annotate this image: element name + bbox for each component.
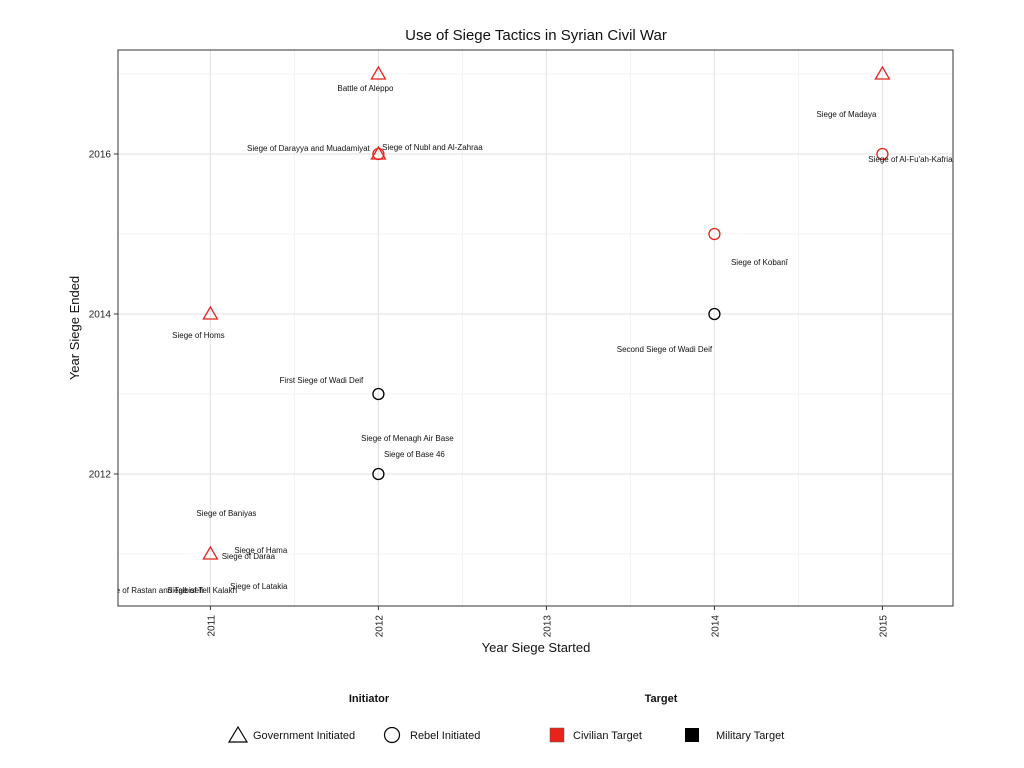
legend-circle-icon bbox=[383, 726, 401, 744]
circle-point bbox=[372, 467, 385, 481]
legend-military-swatch bbox=[685, 728, 699, 742]
point-label: Siege of Tell Kalakh bbox=[167, 586, 237, 595]
circle-point bbox=[708, 227, 721, 241]
axis-ticks: 2011 2012 2013 2014 2015 2012 2014 2016 bbox=[89, 150, 890, 638]
point-label: Siege of Baniyas bbox=[196, 509, 256, 518]
legend-label-government: Government Initiated bbox=[253, 730, 355, 742]
circle-point bbox=[372, 387, 385, 401]
data-points bbox=[202, 65, 891, 560]
grid bbox=[118, 50, 953, 606]
legend: Initiator Target Government Initiated Re… bbox=[227, 693, 784, 744]
x-tick-label: 2015 bbox=[878, 615, 889, 638]
legend-title-initiator: Initiator bbox=[349, 693, 390, 705]
point-label: Siege of Homs bbox=[172, 331, 224, 340]
triangle-point bbox=[202, 545, 219, 560]
x-tick-label: 2012 bbox=[374, 615, 385, 638]
chart-title: Use of Siege Tactics in Syrian Civil War bbox=[405, 27, 667, 44]
point-label: Siege of Rastan and Talbiseh bbox=[100, 586, 204, 595]
point-label: Siege of Kobanî bbox=[731, 258, 789, 267]
y-tick-label: 2012 bbox=[89, 470, 112, 481]
circle-point bbox=[708, 307, 721, 321]
point-label: Siege of Daraa bbox=[222, 552, 276, 561]
point-label: Siege of Darayya and Muadamiyat bbox=[247, 144, 371, 153]
point-labels: Battle of Aleppo Siege of Madaya Siege of … bbox=[100, 84, 953, 595]
point-label: Siege of Madaya bbox=[816, 110, 877, 119]
x-tick-label: 2013 bbox=[542, 615, 553, 638]
legend-title-target: Target bbox=[645, 693, 678, 705]
point-label: First Siege of Wadi Deif bbox=[280, 376, 365, 385]
circle-point bbox=[876, 147, 889, 161]
triangle-point bbox=[370, 65, 387, 80]
circle-point bbox=[372, 147, 385, 161]
y-axis-title: Year Siege Ended bbox=[67, 276, 82, 380]
triangle-point bbox=[874, 65, 891, 80]
legend-label-civilian: Civilian Target bbox=[573, 730, 642, 742]
point-label: Battle of Aleppo bbox=[337, 84, 394, 93]
legend-triangle-icon bbox=[227, 725, 249, 743]
plot-border bbox=[117, 49, 954, 607]
legend-civilian-swatch bbox=[549, 727, 565, 743]
x-tick-label: 2011 bbox=[206, 615, 217, 637]
point-label: Second Siege of Wadi Deif bbox=[617, 345, 713, 354]
legend-label-rebel: Rebel Initiated bbox=[410, 730, 480, 742]
point-label: Siege of Nubl and Al-Zahraa bbox=[382, 143, 483, 152]
x-tick-label: 2014 bbox=[710, 615, 721, 638]
point-label: Siege of Hama bbox=[234, 546, 287, 555]
legend-label-military: Military Target bbox=[716, 730, 784, 742]
point-label: Siege of Al-Fu'ah-Kafria bbox=[868, 155, 953, 164]
triangle-point bbox=[202, 305, 219, 320]
point-label: Siege of Latakia bbox=[230, 582, 288, 591]
point-label: Siege of Menagh Air Base bbox=[361, 434, 454, 443]
point-label: Siege of Base 46 bbox=[384, 450, 445, 459]
y-tick-label: 2016 bbox=[89, 150, 112, 161]
y-tick-label: 2014 bbox=[89, 310, 112, 321]
x-axis-title: Year Siege Started bbox=[482, 640, 591, 655]
